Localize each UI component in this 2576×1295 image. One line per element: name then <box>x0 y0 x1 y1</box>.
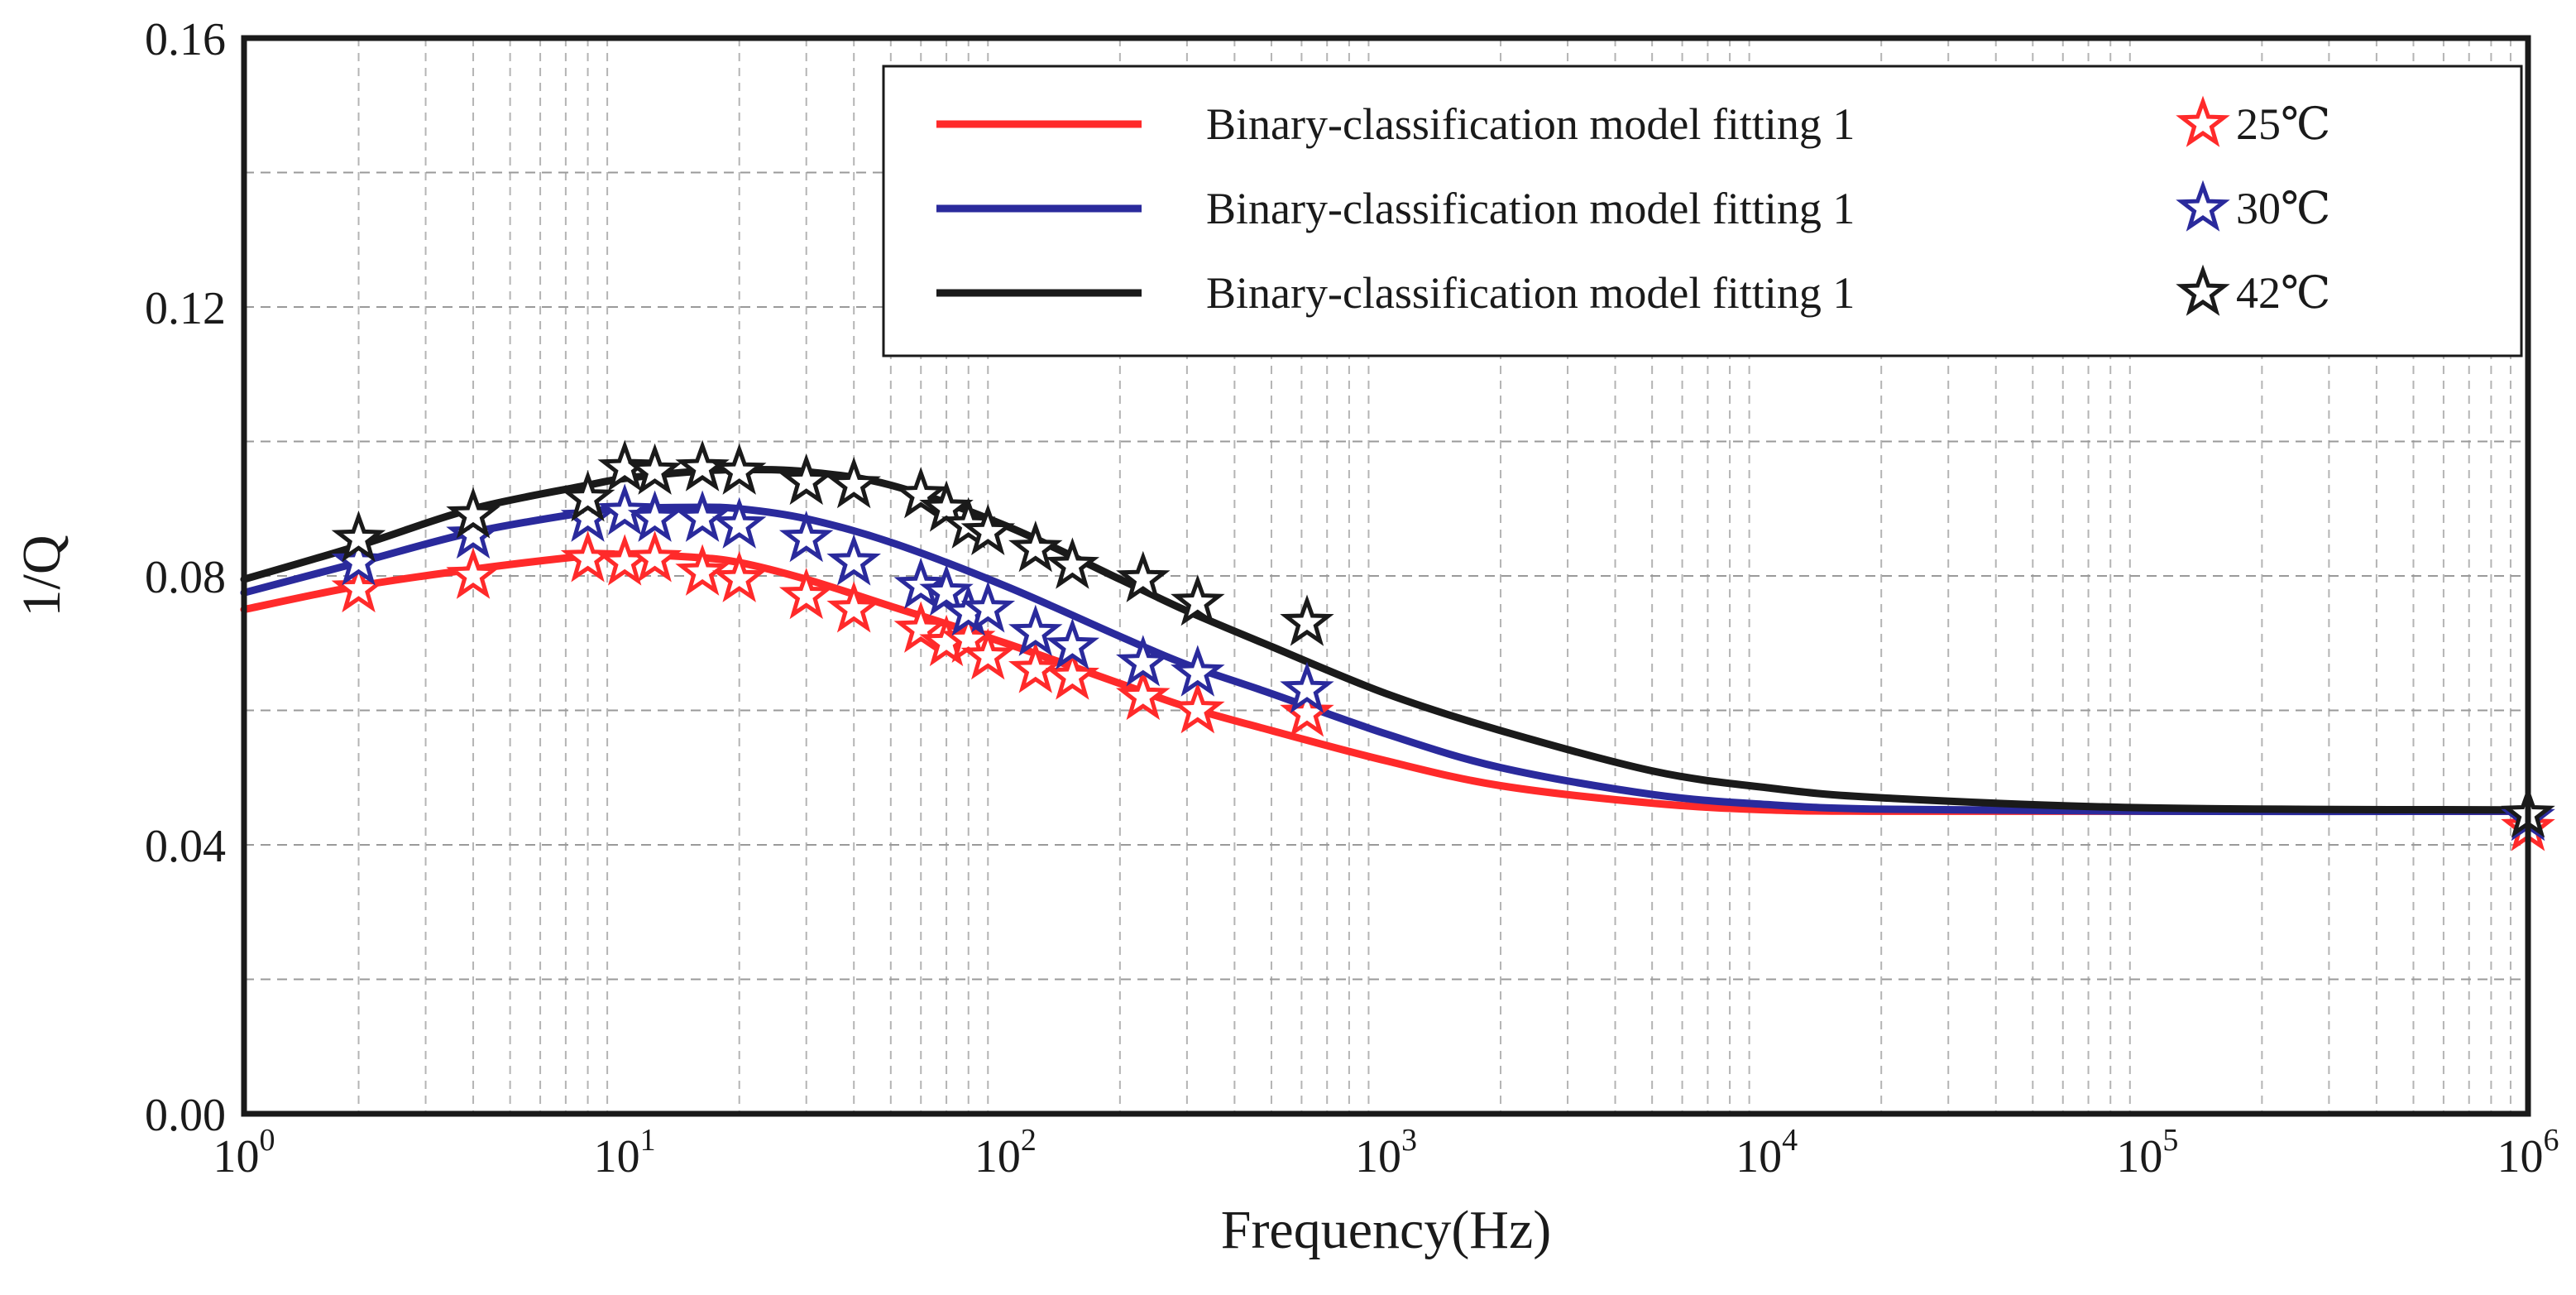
star-marker-30℃ <box>1280 661 1334 714</box>
star-marker-30℃ <box>331 534 386 586</box>
star-marker-30℃ <box>446 506 500 559</box>
star-marker-42℃ <box>1280 594 1334 646</box>
star-marker-30℃ <box>1045 617 1100 670</box>
star-marker-42℃ <box>627 443 682 495</box>
star-marker-25℃ <box>1171 682 1225 734</box>
legend-star-42℃ <box>2176 264 2230 316</box>
star-marker-25℃ <box>778 567 834 620</box>
y-tick-label: 0.08 <box>145 552 226 603</box>
star-marker-25℃ <box>560 530 615 583</box>
star-marker-42℃ <box>826 456 881 509</box>
star-marker-42℃ <box>1116 550 1171 602</box>
star-marker-30℃ <box>675 490 730 542</box>
star-marker-25℃ <box>331 560 386 613</box>
data-markers <box>331 439 2555 851</box>
star-marker-25℃ <box>675 544 730 596</box>
star-marker-25℃ <box>960 628 1016 680</box>
star-marker-30℃ <box>1171 645 1225 697</box>
x-tick-label: 101 <box>594 1123 656 1182</box>
star-marker-30℃ <box>919 564 974 616</box>
star-marker-30℃ <box>778 510 834 563</box>
star-marker-42℃ <box>331 510 386 563</box>
y-tick-label: 0.04 <box>145 821 226 872</box>
star-marker-30℃ <box>1008 604 1063 656</box>
star-marker-25℃ <box>711 550 767 602</box>
star-marker-42℃ <box>1045 537 1100 589</box>
star-marker-42℃ <box>1171 574 1225 626</box>
y-tick-label: 0.16 <box>145 14 226 65</box>
x-tick-label: 105 <box>2116 1123 2178 1182</box>
x-tick-labels: 100 101 102 103 104 105 106 <box>213 1123 2559 1182</box>
star-marker-42℃ <box>1008 520 1063 573</box>
star-marker-42℃ <box>893 467 948 519</box>
y-tick-label: 0.12 <box>145 283 226 334</box>
star-marker-30℃ <box>826 534 882 586</box>
x-tick-label: 102 <box>974 1123 1037 1182</box>
legend-marker-label: 25℃ <box>2236 99 2330 149</box>
x-tick-label: 106 <box>2497 1123 2559 1182</box>
star-marker-25℃ <box>627 530 682 583</box>
star-marker-30℃ <box>1116 635 1171 687</box>
legend-label: Binary-classification model fitting 1 <box>1206 99 1855 149</box>
legend-star-30℃ <box>2176 180 2230 232</box>
x-tick-label: 100 <box>213 1123 275 1182</box>
legend-box <box>882 65 2523 357</box>
y-axis-title: 1/Q <box>12 535 72 617</box>
star-marker-25℃ <box>597 534 652 586</box>
fit-line-1 <box>240 550 2532 815</box>
star-marker-25℃ <box>1115 668 1171 721</box>
legend-label: Binary-classification model fitting 1 <box>1206 184 1855 233</box>
star-marker-42℃ <box>675 439 730 492</box>
legend-label: Binary-classification model fitting 1 <box>1206 268 1855 318</box>
star-marker-42℃ <box>597 439 652 492</box>
star-marker-25℃ <box>893 601 948 653</box>
legend-marker-label: 30℃ <box>2236 184 2330 233</box>
star-marker-30℃ <box>893 557 948 610</box>
legend: Binary-classification model fitting 1 25℃… <box>882 65 2523 357</box>
star-marker-42℃ <box>711 443 767 495</box>
star-marker-25℃ <box>826 581 881 633</box>
star-marker-42℃ <box>778 453 834 506</box>
x-axis-title: Frequency(Hz) <box>1221 1200 1551 1260</box>
star-marker-42℃ <box>446 487 500 539</box>
star-marker-42℃ <box>960 503 1016 556</box>
x-tick-label: 103 <box>1355 1123 1417 1182</box>
star-marker-42℃ <box>560 470 615 522</box>
y-tick-label: 0.00 <box>145 1090 226 1141</box>
legend-star-25℃ <box>2176 95 2230 147</box>
star-marker-25℃ <box>446 547 500 599</box>
star-marker-30℃ <box>597 483 652 535</box>
x-tick-label: 104 <box>1736 1123 1798 1182</box>
star-marker-25℃ <box>1045 648 1100 700</box>
star-marker-30℃ <box>960 581 1016 633</box>
legend-marker-label: 42℃ <box>2236 268 2330 318</box>
star-marker-30℃ <box>627 490 682 542</box>
star-marker-30℃ <box>560 490 615 542</box>
star-marker-25℃ <box>1280 685 1334 737</box>
star-marker-30℃ <box>711 496 767 549</box>
star-marker-25℃ <box>1008 641 1063 693</box>
y-tick-labels: 0.00 0.04 0.08 0.12 0.16 <box>145 14 226 1141</box>
plot-frame <box>241 35 2531 1117</box>
